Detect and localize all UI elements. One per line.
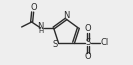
Text: O: O — [84, 52, 91, 61]
Text: N: N — [63, 11, 69, 20]
Text: O: O — [30, 4, 37, 12]
Text: Cl: Cl — [101, 38, 109, 47]
Text: S: S — [53, 40, 58, 49]
Text: N: N — [38, 22, 44, 31]
Text: H: H — [38, 28, 43, 35]
Text: O: O — [84, 24, 91, 33]
Text: S: S — [85, 38, 90, 47]
